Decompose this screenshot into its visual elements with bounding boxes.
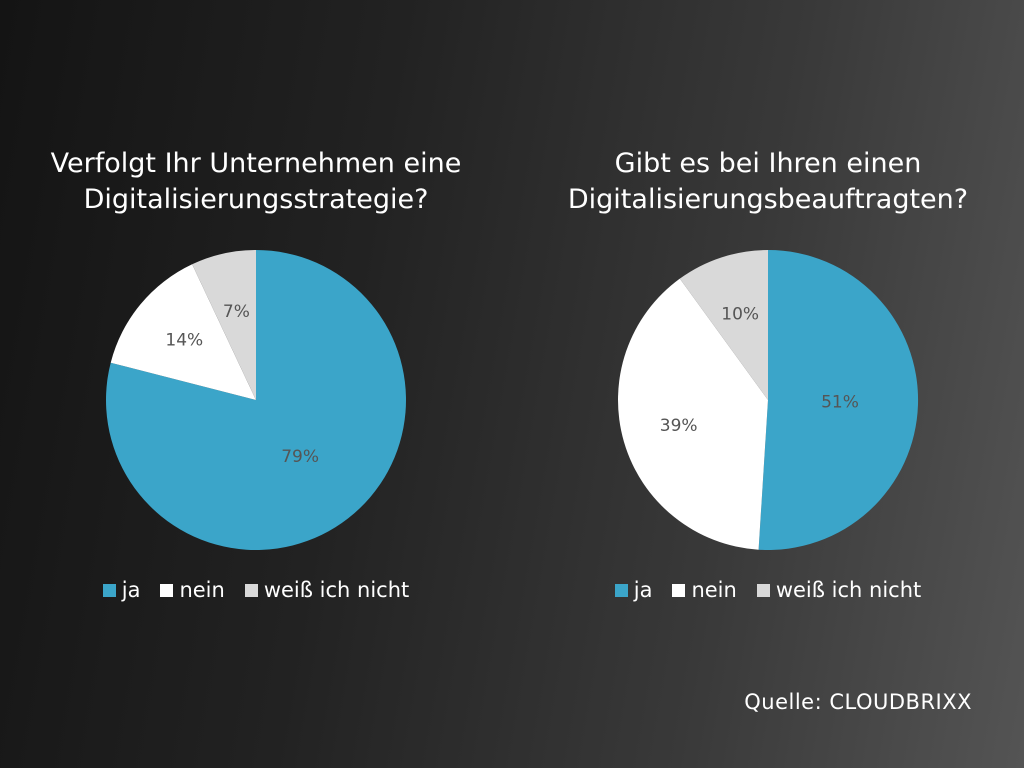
chart-panel-officer: Gibt es bei Ihren einen Digitalisierungs… [512, 0, 1024, 680]
pie-slice-weiss [192, 250, 256, 400]
chart-title: Verfolgt Ihr Unternehmen eine Digitalisi… [0, 146, 512, 218]
pie-slice-weiss [679, 250, 768, 400]
chart-title-line-1: Gibt es bei Ihren einen [614, 148, 922, 179]
pie-label-nein: 14% [165, 331, 203, 351]
pie-label-ja: 79% [281, 447, 319, 467]
legend: ja nein weiß ich nicht [512, 578, 1024, 602]
legend-label-nein: nein [691, 578, 737, 602]
legend-item-nein: nein [672, 578, 737, 602]
pie-label-weiss: 10% [721, 304, 759, 324]
legend-item-weiss: weiß ich nicht [756, 578, 922, 602]
legend-label-nein: nein [179, 578, 225, 602]
pie-slice-ja [105, 250, 406, 550]
pie-label-nein: 39% [660, 416, 698, 436]
pie-slice-nein [618, 278, 768, 550]
legend-item-nein: nein [160, 578, 225, 602]
legend-swatch-weiss [244, 583, 258, 597]
chart-title-line-2: Digitalisierungsbeauftragten? [567, 184, 969, 215]
legend: ja nein weiß ich nicht [0, 578, 512, 602]
legend-label-weiss: weiß ich nicht [775, 578, 922, 602]
legend-item-ja: ja [614, 578, 653, 602]
chart-panel-strategy: Verfolgt Ihr Unternehmen eine Digitalisi… [0, 0, 512, 680]
legend-item-weiss: weiß ich nicht [244, 578, 410, 602]
legend-swatch-weiss [756, 583, 770, 597]
legend-swatch-ja [102, 583, 116, 597]
pie-slice-ja [758, 249, 919, 550]
legend-item-ja: ja [102, 578, 141, 602]
pie-chart-officer: 51% 39% 10% [618, 249, 919, 550]
legend-label-weiss: weiß ich nicht [263, 578, 410, 602]
legend-label-ja: ja [121, 578, 141, 602]
legend-swatch-nein [160, 583, 174, 597]
chart-title: Gibt es bei Ihren einen Digitalisierungs… [512, 146, 1024, 218]
chart-title-line-2: Digitalisierungsstrategie? [83, 184, 429, 215]
pie-slice-nein [110, 264, 257, 400]
pie-chart-strategy: 79% 14% 7% [105, 250, 406, 550]
chart-title-line-1: Verfolgt Ihr Unternehmen eine [50, 148, 462, 179]
pie-label-ja: 51% [821, 392, 859, 412]
legend-label-ja: ja [633, 578, 653, 602]
legend-swatch-nein [672, 583, 686, 597]
pie-label-weiss: 7% [223, 302, 250, 322]
source-credit: Quelle: CLOUDBRIXX [744, 690, 972, 714]
legend-swatch-ja [614, 583, 628, 597]
